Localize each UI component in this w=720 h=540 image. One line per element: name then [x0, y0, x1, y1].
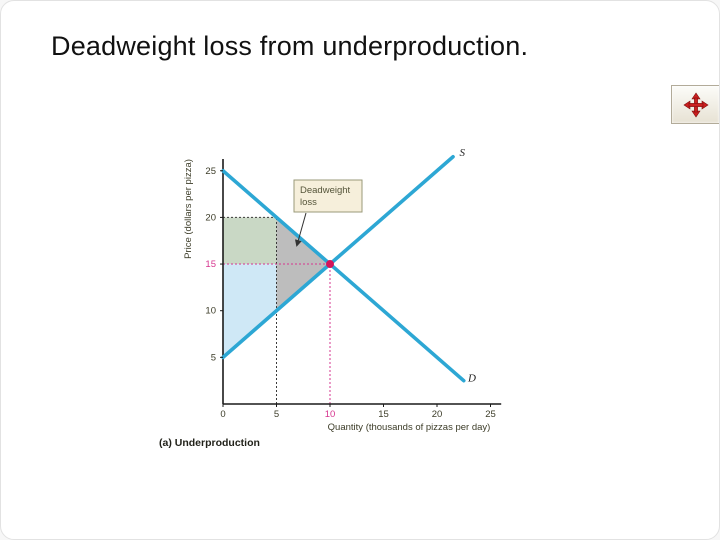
callout-text-line2: loss [300, 197, 317, 208]
y-tick-label: 5 [211, 352, 216, 363]
move-arrows-icon [682, 91, 709, 118]
region-consumer-surplus [223, 217, 277, 265]
curve-label-S: S [459, 147, 465, 159]
y-axis-label: Price (dollars per pizza) [183, 159, 194, 259]
navigation-button[interactable] [671, 85, 719, 124]
x-axis-label: Quantity (thousands of pizzas per day) [328, 422, 491, 433]
x-tick-label: 5 [274, 409, 279, 420]
curve-D [221, 168, 466, 383]
slide-title: Deadweight loss from underproduction. [51, 31, 529, 61]
curve-S [221, 154, 455, 360]
y-tick-label: 10 [205, 306, 216, 317]
region-producer-surplus [223, 264, 277, 358]
y-tick-label: 15 [205, 259, 216, 270]
x-tick-label: 0 [220, 409, 225, 420]
curve-label-D: D [467, 373, 476, 385]
x-tick-label: 25 [485, 409, 496, 420]
x-tick-label: 10 [325, 409, 336, 420]
callout-arrow [294, 212, 307, 247]
y-tick-label: 20 [205, 212, 216, 223]
chart-caption: (a) Underproduction [159, 437, 260, 449]
equilibrium-point [326, 260, 334, 269]
x-tick-label: 20 [432, 409, 443, 420]
y-tick-label: 25 [205, 166, 216, 177]
supply-demand-chart: S D 0 5 10 15 20 25 5 10 15 20 25 Quantity (thousands… [151, 139, 521, 469]
deadweight-loss-callout [293, 179, 363, 213]
callout-text-line1: Deadweight [300, 185, 351, 196]
x-tick-label: 15 [378, 409, 389, 420]
